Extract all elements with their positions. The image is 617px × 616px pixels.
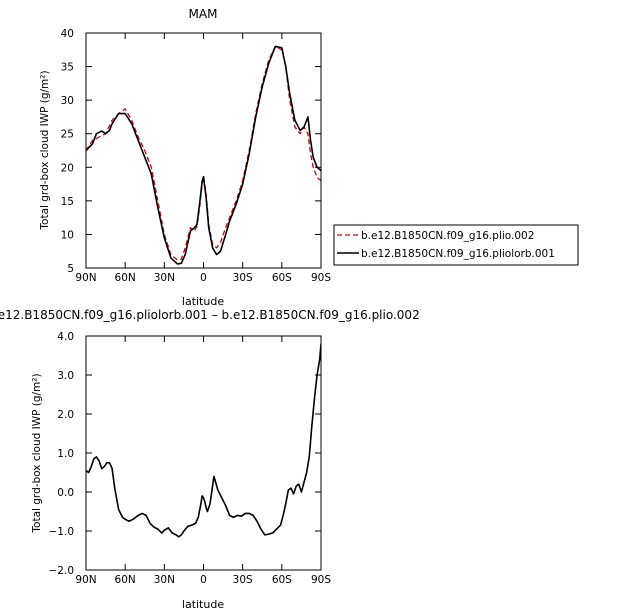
chart-title-bottom: b.e12.B1850CN.f09_g16.pliolorb.001 – b.e…	[0, 308, 420, 322]
y-tick-label-top-5: 30	[61, 95, 74, 107]
y-tick-label-top-6: 35	[61, 62, 74, 74]
y-tick-label-top-7: 40	[61, 28, 74, 40]
y-tick-label-top-4: 25	[61, 129, 74, 141]
y-tick-label-bottom-4: 2.0	[57, 409, 74, 421]
x-tick-label-top-4: 30S	[233, 272, 253, 284]
legend: b.e12.B1850CN.f09_g16.plio.002 b.e12.B18…	[333, 224, 579, 266]
x-tick-label-bottom-0: 90N	[75, 574, 96, 586]
y-tick-label-bottom-0: −2.0	[49, 565, 75, 577]
y-tick-label-top-1: 10	[61, 229, 74, 241]
y-tick-label-bottom-6: 4.0	[57, 331, 74, 343]
y-tick-label-bottom-1: −1.0	[49, 526, 75, 538]
legend-label-plio: b.e12.B1850CN.f09_g16.plio.002	[361, 230, 534, 242]
x-tick-label-top-2: 30N	[154, 272, 175, 284]
x-tick-label-bottom-6: 90S	[311, 574, 331, 586]
legend-label-pliolorb: b.e12.B1850CN.f09_g16.pliolorb.001	[361, 248, 555, 260]
x-tick-label-top-6: 90S	[311, 272, 331, 284]
y-tick-label-bottom-5: 3.0	[57, 370, 74, 382]
legend-box	[333, 224, 579, 266]
plot-frame-bottom	[85, 335, 322, 571]
x-tick-label-top-3: 0	[200, 272, 207, 284]
series-line-bottom-0	[86, 343, 321, 538]
x-axis-label-bottom: latitude	[182, 598, 224, 611]
y-tick-label-top-0: 5	[67, 263, 74, 275]
x-tick-label-bottom-5: 60S	[272, 574, 292, 586]
series-line-top-0	[86, 45, 321, 261]
x-tick-label-top-5: 60S	[272, 272, 292, 284]
y-tick-label-bottom-3: 1.0	[57, 448, 74, 460]
x-tick-label-bottom-3: 0	[200, 574, 207, 586]
y-axis-label-top: Total grd-box cloud IWP (g/m²)	[39, 70, 51, 230]
x-tick-label-bottom-1: 60N	[115, 574, 136, 586]
y-tick-label-top-3: 20	[61, 162, 74, 174]
chart-title-top: MAM	[189, 7, 218, 21]
panel-top: MAM Total grd-box cloud IWP (g/m²) latit…	[39, 7, 331, 308]
x-tick-label-top-0: 90N	[75, 272, 96, 284]
x-axis-label-top: latitude	[182, 295, 224, 308]
x-tick-label-top-1: 60N	[115, 272, 136, 284]
y-tick-label-bottom-2: 0.0	[57, 487, 74, 499]
y-tick-label-top-2: 15	[61, 196, 74, 208]
x-tick-label-bottom-4: 30S	[233, 574, 253, 586]
series-line-top-1	[86, 45, 321, 265]
x-tick-label-bottom-2: 30N	[154, 574, 175, 586]
y-axis-label-bottom: Total grd-box cloud IWP (g/m²)	[31, 373, 43, 533]
panel-bottom: b.e12.B1850CN.f09_g16.pliolorb.001 – b.e…	[0, 308, 420, 611]
